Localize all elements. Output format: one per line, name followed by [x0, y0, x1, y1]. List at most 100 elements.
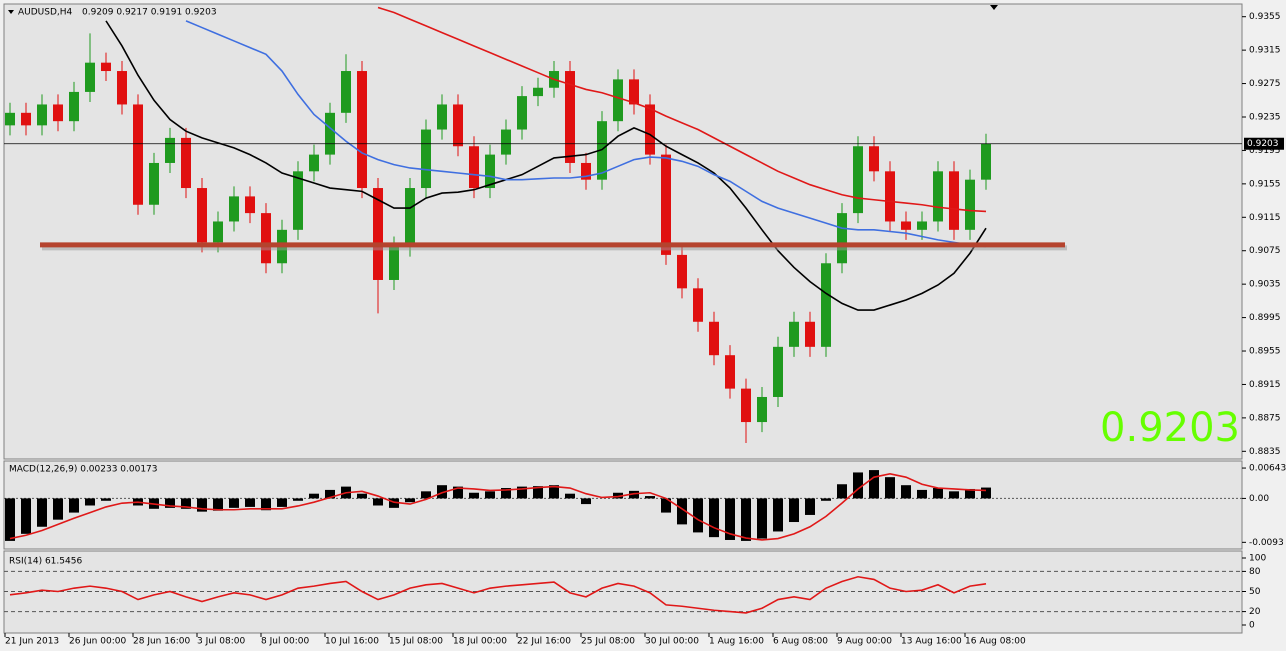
candle-body	[885, 171, 895, 222]
y-tick-label: 50	[1249, 587, 1261, 597]
candle-body	[661, 154, 671, 255]
x-tick-label: 26 Jun 00:00	[69, 637, 126, 647]
y-tick-label: 80	[1249, 567, 1261, 577]
candle-body	[133, 104, 143, 205]
x-tick-label: 28 Jun 16:00	[133, 637, 190, 647]
menu-arrow[interactable]	[8, 10, 14, 14]
candle-body	[357, 71, 367, 189]
candle-body	[101, 62, 111, 72]
candle-body	[165, 137, 175, 163]
macd-bar	[581, 498, 591, 505]
macd-bar	[613, 492, 623, 499]
candle-body	[805, 321, 815, 347]
macd-bar	[229, 498, 239, 508]
candle-body	[469, 146, 479, 189]
y-tick-label: 0.9155	[1249, 179, 1281, 189]
macd-bar	[501, 488, 511, 499]
candle-body	[21, 112, 31, 126]
macd-bar	[949, 491, 959, 499]
macd-bar	[453, 486, 463, 499]
y-tick-label: 100	[1249, 554, 1266, 564]
macd-bar	[645, 496, 655, 499]
candle-body	[149, 162, 159, 205]
y-tick-label: 0.8915	[1249, 380, 1281, 390]
candle-body	[5, 112, 15, 126]
price-pane	[3, 3, 1243, 460]
candle-body	[453, 104, 463, 147]
macd-bar	[917, 489, 927, 499]
macd-pane	[3, 460, 1243, 550]
candle-body	[869, 146, 879, 172]
x-tick-label: 18 Jul 00:00	[453, 637, 507, 647]
candle-body	[565, 71, 575, 163]
candle-body	[69, 91, 79, 122]
rsi-line	[9, 575, 987, 614]
macd-bar	[869, 470, 879, 499]
signal-line	[9, 473, 987, 541]
macd-bar	[885, 477, 895, 499]
shift-marker	[990, 5, 998, 10]
macd-bar	[165, 498, 175, 508]
macd-bar	[821, 498, 831, 501]
x-tick-label: 13 Aug 16:00	[901, 637, 962, 647]
macd-bar	[261, 498, 271, 511]
candle-body	[501, 129, 511, 155]
macd-bar	[437, 485, 447, 499]
macd-bar	[405, 498, 415, 503]
symbol-title: AUDUSD,H4	[18, 8, 73, 18]
macd-bar	[629, 490, 639, 499]
x-tick-label: 25 Jul 08:00	[581, 637, 635, 647]
candle-body	[613, 79, 623, 122]
candle-body	[229, 196, 239, 222]
y-tick-label: 0.00	[1249, 494, 1269, 504]
y-tick-label: 0.9075	[1249, 246, 1281, 256]
macd-bar	[37, 498, 47, 527]
candle-body	[261, 213, 271, 264]
macd-bar	[293, 498, 303, 501]
candle-body	[757, 396, 767, 423]
candle-body	[37, 104, 47, 126]
candle-body	[421, 129, 431, 189]
candle-body	[197, 188, 207, 243]
candle-body	[485, 154, 495, 189]
x-tick-label: 22 Jul 16:00	[517, 637, 571, 647]
x-tick-label: 8 Jul 00:00	[261, 637, 310, 647]
x-tick-label: 15 Jul 08:00	[389, 637, 443, 647]
macd-bar	[197, 498, 207, 512]
macd-bar	[181, 498, 191, 509]
candle-body	[821, 263, 831, 347]
macd-bar	[245, 498, 255, 507]
candle-body	[741, 388, 751, 423]
x-tick-label: 30 Jul 00:00	[645, 637, 699, 647]
candle-body	[837, 213, 847, 264]
y-tick-label: 0.9035	[1249, 280, 1281, 290]
macd-bar	[373, 498, 383, 506]
macd-bar	[213, 498, 223, 511]
moving-average	[185, 20, 987, 248]
candle-body	[981, 143, 991, 180]
candle-body	[917, 221, 927, 230]
candle-body	[117, 71, 127, 105]
y-tick-label: -0.0093	[1249, 538, 1284, 548]
candle-body	[293, 171, 303, 230]
macd-title: MACD(12,26,9) 0.00233 0.00173	[9, 465, 158, 475]
candle-body	[533, 87, 543, 97]
bid-axis-label: 0.9203	[1247, 139, 1279, 149]
candle-body	[341, 71, 351, 113]
candle-body	[645, 104, 655, 155]
candle-body	[437, 104, 447, 130]
macd-bar	[469, 492, 479, 499]
macd-bar	[709, 498, 719, 538]
candle-body	[709, 321, 719, 356]
candle-body	[725, 355, 735, 389]
candle-body	[773, 346, 783, 397]
macd-bar	[805, 498, 815, 515]
macd-bar	[5, 498, 15, 541]
candle-body	[389, 246, 399, 280]
candle-body	[965, 179, 975, 230]
y-tick-label: 0.8875	[1249, 413, 1281, 423]
macd-bar	[677, 498, 687, 525]
macd-bar	[981, 487, 991, 499]
macd-bar	[69, 498, 79, 513]
